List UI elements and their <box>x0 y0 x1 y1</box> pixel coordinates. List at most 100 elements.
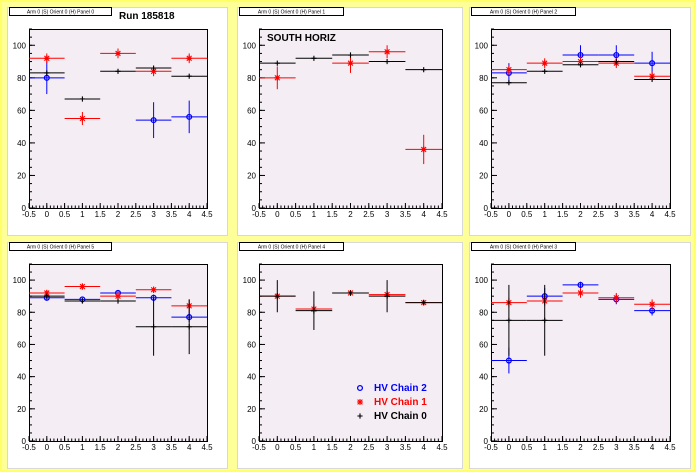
y-tick-label: 20 <box>479 171 488 180</box>
data-point <box>274 74 281 81</box>
panel-title: Arm 0 (S) Orient 0 (H) Panel 1 <box>258 9 325 15</box>
x-tick-label: 0 <box>45 210 50 219</box>
x-tick-label: 1.5 <box>557 210 569 219</box>
data-point <box>115 68 121 74</box>
x-tick-label: 2 <box>578 443 583 452</box>
panel-title-box <box>471 7 576 16</box>
x-tick-label: 2 <box>348 210 353 219</box>
x-tick-label: 2 <box>116 210 121 219</box>
x-tick-label: 3.5 <box>400 443 412 452</box>
plot-area <box>29 29 208 209</box>
x-tick-label: 4 <box>421 210 426 219</box>
data-point <box>150 68 157 75</box>
x-tick-label: 3 <box>614 443 619 452</box>
data-point <box>649 76 655 83</box>
panel-title-box <box>239 7 344 16</box>
y-tick-label: 80 <box>479 74 488 83</box>
x-tick-label: 1 <box>542 443 547 452</box>
x-tick-label: 0.5 <box>521 210 533 219</box>
panel-4: Arm 0 (S) Orient 0 (H) Panel 5-0.5 0 0.5 1 1… <box>7 242 228 469</box>
x-tick-label: -0.5 <box>252 443 266 452</box>
y-tick-label: 20 <box>17 405 26 414</box>
data-point <box>79 115 86 122</box>
y-tick-label: 80 <box>247 308 256 317</box>
data-point <box>577 58 584 65</box>
data-point <box>613 51 620 59</box>
x-tick-label: -0.5 <box>22 210 36 219</box>
y-tick-label: 100 <box>13 276 27 285</box>
data-point <box>542 68 548 74</box>
y-tick-label: 60 <box>247 106 256 115</box>
series-2 <box>29 65 207 102</box>
x-tick-label: 2.5 <box>593 210 605 219</box>
x-tick-label: 2.5 <box>593 443 605 452</box>
y-tick-label: 40 <box>247 139 256 148</box>
x-tick-label: 2.5 <box>130 210 142 219</box>
x-tick-label: -0.5 <box>22 443 36 452</box>
y-tick-label: 20 <box>247 405 256 414</box>
data-point <box>613 294 620 301</box>
x-tick-label: 4 <box>187 443 192 452</box>
data-point <box>506 80 512 86</box>
data-point <box>505 66 512 73</box>
y-tick-label: 100 <box>475 41 489 50</box>
data-point <box>420 146 427 153</box>
data-point <box>150 286 157 293</box>
data-point <box>542 317 548 323</box>
data-point <box>649 73 656 80</box>
data-point <box>421 300 427 306</box>
data-point <box>505 357 512 364</box>
panel-annotation: Run 185818 <box>119 11 175 22</box>
panel-title-box <box>9 242 112 251</box>
x-tick-label: 4.5 <box>664 210 676 219</box>
panel-2: Arm 0 (S) Orient 0 (H) Panel 1-0.5 0 0.5 1 1… <box>237 7 463 236</box>
legend-label: HV Chain 1 <box>374 397 427 408</box>
y-tick-label: 40 <box>479 373 488 382</box>
data-point <box>577 281 584 288</box>
x-tick-label: 3.5 <box>400 210 412 219</box>
x-tick-label: 0.5 <box>59 443 71 452</box>
legend-marker <box>356 384 364 392</box>
series-2 <box>491 284 563 356</box>
data-point <box>186 73 192 79</box>
x-tick-label: -0.5 <box>484 210 498 219</box>
panel-title: Arm 0 (S) Orient 0 (H) Panel 3 <box>490 244 557 250</box>
data-point <box>384 48 391 55</box>
data-point <box>79 298 85 304</box>
data-point <box>115 50 121 57</box>
x-tick-label: 4.5 <box>436 443 448 452</box>
y-tick-label: 0 <box>484 204 489 213</box>
y-tick-label: 0 <box>252 437 257 446</box>
data-point <box>421 67 427 73</box>
data-point <box>649 60 656 67</box>
data-point <box>347 52 354 58</box>
x-tick-label: 2 <box>116 443 121 452</box>
data-point <box>79 96 85 102</box>
x-tick-label: 1.5 <box>95 443 107 452</box>
data-point <box>384 293 390 299</box>
y-tick-label: 60 <box>479 340 488 349</box>
x-tick-label: 3 <box>614 210 619 219</box>
x-tick-label: 4 <box>650 443 655 452</box>
x-tick-label: 1.5 <box>557 443 569 452</box>
x-tick-label: 0.5 <box>59 210 71 219</box>
y-tick-label: 20 <box>479 405 488 414</box>
legend-label: HV Chain 2 <box>374 383 427 394</box>
y-tick-label: 100 <box>243 276 257 285</box>
data-point <box>186 55 193 62</box>
x-tick-label: 2 <box>348 443 353 452</box>
data-point <box>79 283 86 290</box>
x-tick-label: 2.5 <box>130 443 142 452</box>
y-tick-label: 40 <box>247 373 256 382</box>
panel-title: Arm 0 (S) Orient 0 (H) Panel 0 <box>27 9 94 15</box>
x-tick-label: 1 <box>80 443 85 452</box>
legend-marker <box>357 399 363 405</box>
y-tick-label: 60 <box>247 340 256 349</box>
x-tick-label: 4 <box>187 210 192 219</box>
data-point <box>44 293 50 299</box>
data-point <box>274 60 280 66</box>
x-tick-label: 4.5 <box>664 443 676 452</box>
legend: HV Chain 2 HV Chain 1 HV Chain 0 <box>356 383 427 422</box>
